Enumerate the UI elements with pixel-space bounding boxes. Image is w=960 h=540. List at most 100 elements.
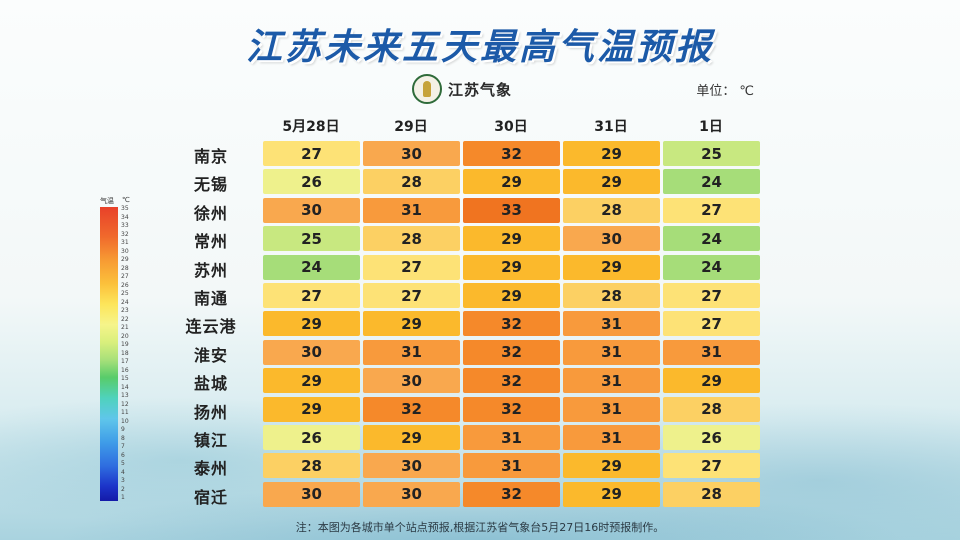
city-label: 宿迁 [193,487,228,507]
legend-tick-label: 16 [121,366,129,374]
temperature-cell: 24 [663,169,760,195]
temperature-cell: 29 [563,453,660,479]
temperature-cell: 31 [563,425,660,450]
temperature-cell: 27 [663,197,760,223]
temperature-cell: 26 [663,425,760,450]
legend-tick-label: 1 [121,494,125,501]
temperature-cell: 26 [263,169,360,195]
city-label: 淮安 [193,345,228,365]
temperature-cell: 24 [663,254,760,280]
temperature-cell: 29 [563,254,660,280]
legend-tick-label: 28 [121,264,129,272]
city-label: 苏州 [193,260,228,280]
temperature-cell: 27 [663,311,760,337]
temperature-cell: 30 [363,141,460,166]
city-label: 南京 [193,147,228,166]
unit-label: 单位： ℃ [696,80,754,99]
temperature-cell: 32 [463,311,560,337]
legend-tick-label: 17 [121,358,129,365]
legend-tick-label: 35 [121,205,129,212]
logo-text: 江苏气象 [448,80,513,99]
temperature-cell: 29 [563,141,660,166]
temperature-cell: 28 [563,283,660,308]
temperature-cell: 26 [263,425,360,450]
legend-tick-label: 11 [121,409,129,416]
temperature-cell: 29 [463,169,560,195]
temperature-cell: 29 [463,283,560,308]
temperature-cell: 30 [363,368,460,394]
temperature-cell: 27 [663,453,760,479]
temperature-cell: 27 [663,283,760,308]
temperature-cell: 28 [663,481,760,507]
city-label: 常州 [193,232,228,252]
temperature-cell: 32 [463,339,560,365]
temperature-cell: 30 [263,481,360,507]
legend-tick-label: 13 [121,392,129,399]
temperature-cell: 28 [563,197,660,223]
temperature-cell: 31 [663,339,760,365]
legend-tick-label: 29 [121,256,129,263]
temperature-cell: 24 [263,254,360,280]
temperature-cell: 29 [563,169,660,195]
temperature-cell: 31 [363,339,460,365]
temperature-cell: 32 [363,396,460,422]
temperature-cell: 25 [263,226,360,252]
legend-tick-label: 3 [121,477,125,484]
legend-tick-label: 21 [121,324,129,331]
temperature-cell: 28 [263,453,360,479]
date-header: 30日 [494,119,528,135]
legend-tick-label: 30 [121,247,129,255]
city-label: 泰州 [193,459,228,479]
city-label: 镇江 [193,431,228,450]
temperature-cell: 29 [663,368,760,394]
legend-tick-label: 4 [121,468,125,476]
legend-tick-label: 7 [121,443,125,450]
temperature-cell: 31 [363,197,460,223]
temperature-cell: 27 [263,283,360,308]
date-header: 31日 [594,119,628,135]
legend-tick-label: 31 [121,239,129,246]
legend-tick-label: 32 [121,230,129,238]
temperature-cell: 31 [463,425,560,450]
city-label: 南通 [193,289,228,308]
legend-tick-label: 24 [121,298,129,306]
legend-tick-label: 22 [121,315,129,323]
legend-tick-label: 8 [121,434,125,442]
temperature-cell: 28 [363,226,460,252]
legend-tick-label: 15 [121,375,129,382]
legend-tick-label: 19 [121,341,129,348]
temperature-cell: 27 [263,141,360,166]
unit-value: ℃ [739,84,754,99]
logo: 江苏气象 [412,72,512,106]
temperature-cell: 27 [363,283,460,308]
unit-label-text: 单位： [696,84,736,99]
legend-tick-label: 20 [121,332,129,340]
city-label: 徐州 [193,203,228,223]
temperature-cell: 30 [363,481,460,507]
weather-bureau-emblem-icon [412,74,442,104]
date-header: 1日 [699,119,723,135]
legend-tick-label: 10 [121,417,129,425]
legend-tick-label: 33 [121,222,129,229]
legend-color-bar [100,207,118,501]
city-label: 连云港 [185,317,237,337]
date-header: 29日 [394,119,428,135]
temperature-cell: 31 [563,311,660,337]
temperature-cell: 28 [363,169,460,195]
temperature-cell: 32 [463,368,560,394]
temperature-cell: 29 [363,425,460,450]
temperature-cell: 33 [463,197,560,223]
temperature-cell: 27 [363,254,460,280]
temperature-cell: 32 [463,141,560,166]
legend-tick-label: 23 [121,307,129,314]
temperature-cell: 30 [563,226,660,252]
legend-title: 气温 [100,197,114,205]
temperature-cell: 30 [263,339,360,365]
legend-tick-label: 9 [121,426,125,433]
temperature-cell: 32 [463,396,560,422]
temperature-cell: 24 [663,226,760,252]
temperature-cell: 29 [363,311,460,337]
temperature-cell: 31 [463,453,560,479]
temperature-cell: 32 [463,481,560,507]
legend-tick-label: 26 [121,281,129,289]
